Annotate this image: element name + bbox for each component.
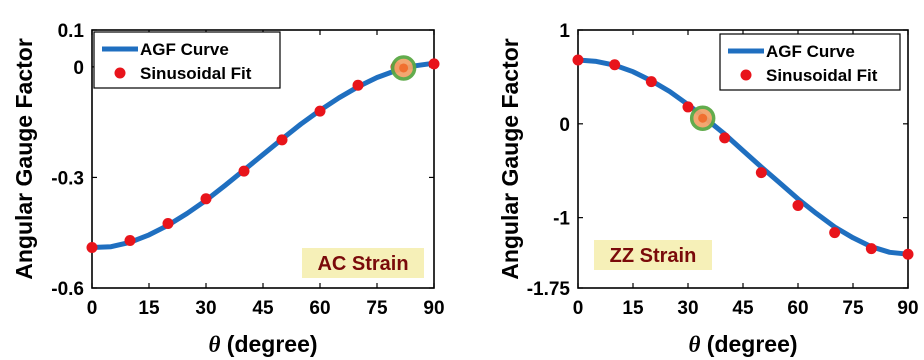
x-tick-label: 30: [677, 298, 698, 319]
legend-box: [93, 31, 281, 89]
y-axis-label: Angular Gauge Factor: [11, 38, 37, 280]
strain-annotation: AC Strain: [317, 253, 408, 275]
strain-annotation-bg: [302, 248, 424, 278]
y-tick-label: 0: [73, 58, 84, 79]
highlight-marker-core: [698, 113, 708, 123]
sinusoidal-fit-point: [645, 76, 657, 88]
sinusoidal-fit-point: [572, 54, 584, 66]
strain-annotation-bg: [594, 240, 712, 270]
sinusoidal-fit-point: [719, 132, 731, 144]
sinusoidal-fit-point: [162, 218, 174, 229]
x-axis-unit: (degree): [220, 331, 317, 357]
sinusoidal-fit-point: [86, 241, 98, 253]
sinusoidal-fit-point: [865, 243, 877, 255]
y-tick-label: 0: [559, 115, 570, 136]
x-tick-label: 15: [622, 298, 644, 319]
sinusoidal-fit-point: [792, 199, 804, 211]
y-tick-label: 0.1: [58, 21, 85, 42]
sinusoidal-fit-point: [902, 248, 914, 260]
y-tick-label: -1.75: [527, 279, 571, 300]
x-tick-label: 60: [787, 298, 808, 319]
x-tick-label: 90: [897, 298, 918, 319]
legend-box: [719, 33, 901, 91]
legend: AGF Curve Sinusoidal Fit: [719, 33, 901, 91]
x-tick-label: 75: [366, 298, 388, 319]
x-tick-label: 45: [252, 298, 274, 319]
x-tick-label: 0: [573, 298, 584, 319]
sinusoidal-fit-point: [428, 58, 440, 70]
sinusoidal-fit-point: [124, 234, 136, 246]
sinusoidal-fit-point: [200, 193, 212, 205]
y-tick-label: 1: [559, 21, 570, 42]
x-axis-label: θ (degree): [688, 331, 797, 357]
x-axis-unit: (degree): [700, 331, 797, 357]
y-tick-label: -0.3: [51, 168, 84, 189]
sinusoidal-fit-point: [276, 134, 288, 146]
sinusoidal-fit-point: [829, 227, 841, 239]
x-tick-label: 60: [309, 298, 330, 319]
chart-panel-1: 0 15 30 45 60 75 90 0.1 0 -0.3 -0.6 θ (degree) Angul…: [11, 21, 445, 357]
sinusoidal-fit-point: [314, 105, 326, 117]
x-tick-label: 45: [732, 298, 754, 319]
x-axis-label: θ (degree): [208, 331, 317, 357]
x-tick-label: 75: [842, 298, 864, 319]
legend: AGF Curve Sinusoidal Fit: [93, 31, 281, 89]
x-axis-symbol: θ: [688, 332, 700, 357]
sinusoidal-fit-point: [352, 79, 364, 91]
sinusoidal-fit-point: [755, 167, 767, 179]
y-tick-label: -1: [553, 209, 570, 230]
agf-curve-line: [575, 57, 911, 257]
x-tick-label: 90: [423, 298, 444, 319]
highlight-marker-core: [399, 63, 409, 73]
legend-entry-agf-curve: AGF Curve: [140, 40, 229, 59]
sinusoidal-fit-point: [682, 101, 694, 113]
agf-curve-line: [89, 60, 437, 250]
legend-entry-sinusoidal-fit: Sinusoidal Fit: [140, 64, 252, 83]
legend-entry-sinusoidal-fit: Sinusoidal Fit: [766, 66, 878, 85]
sinusoidal-fit-point: [609, 59, 621, 71]
sinusoidal-fit-point: [238, 165, 250, 177]
legend-dot-swatch: [114, 67, 126, 79]
x-tick-label: 15: [138, 298, 160, 319]
legend-entry-agf-curve: AGF Curve: [766, 42, 855, 61]
chart-panel-2: 0 15 30 45 60 75 90 1 0 -1 -1.75 θ (degree) Angular …: [497, 21, 919, 357]
strain-annotation: ZZ Strain: [610, 245, 697, 267]
x-axis-symbol: θ: [208, 332, 220, 357]
y-axis-label: Angular Gauge Factor: [497, 38, 523, 280]
x-tick-label: 0: [87, 298, 98, 319]
x-tick-label: 30: [195, 298, 216, 319]
y-tick-label: -0.6: [51, 279, 84, 300]
legend-dot-swatch: [740, 69, 752, 81]
